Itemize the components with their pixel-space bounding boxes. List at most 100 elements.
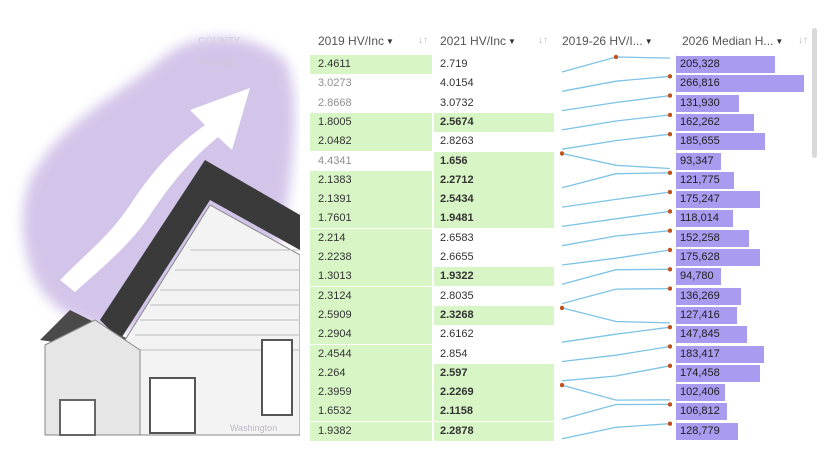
sparkline — [561, 365, 671, 382]
table-row[interactable]: 2.0482 2.8263 185,655 — [310, 132, 816, 152]
cell-median-2026: 131,930 — [676, 94, 806, 113]
median-bar — [676, 268, 721, 286]
table-row[interactable]: 2.5909 2.3268 127,416 — [310, 305, 816, 325]
table-row[interactable]: 1.7601 1.9481 118,014 — [310, 209, 816, 229]
cell-median-2026: 174,458 — [676, 364, 806, 383]
cell-median-2026: 128,779 — [676, 422, 806, 441]
median-value: 183,417 — [680, 347, 720, 360]
table-row[interactable]: 2.2904 2.6162 147,845 — [310, 325, 816, 345]
cell-hv2019: 1.8005 — [310, 112, 432, 132]
cell-hv2019: 2.3959 — [310, 383, 432, 403]
sparkline-max-dot — [560, 382, 565, 388]
sparkline — [561, 94, 671, 112]
header-trend[interactable]: 2019-26 HV/I... ▼ — [562, 34, 653, 48]
sparkline — [561, 307, 671, 324]
median-value: 266,816 — [680, 77, 720, 90]
cell-median-2026: 93,347 — [676, 152, 806, 171]
table-row[interactable]: 2.4611 2.719 205,328 — [310, 55, 816, 74]
table-row[interactable]: 1.9382 2.2878 128,779 — [310, 421, 816, 441]
sparkline — [561, 172, 671, 189]
table-row[interactable]: 1.6532 2.1158 106,812 — [310, 402, 816, 422]
median-value: 102,406 — [680, 386, 720, 399]
house-wall — [44, 204, 300, 436]
median-value: 106,812 — [680, 405, 720, 418]
table-row[interactable]: 1.3013 1.9322 94,780 — [310, 267, 816, 287]
table-row[interactable]: 1.8005 2.5674 162,262 — [310, 112, 816, 132]
cell-median-2026: 106,812 — [676, 402, 806, 421]
cell-median-2026: 136,269 — [676, 287, 806, 306]
median-value: 93,347 — [680, 154, 714, 167]
chevron-down-icon[interactable]: ▼ — [775, 37, 784, 46]
table-row[interactable]: 2.214 2.6583 152,258 — [310, 228, 816, 248]
cell-median-2026: 152,258 — [676, 229, 806, 248]
table-row[interactable]: 3.0273 4.0154 266,816 — [310, 74, 816, 93]
median-bar — [676, 306, 737, 324]
median-bar — [676, 94, 739, 112]
table-row[interactable]: 4.4341 1.656 93,347 — [310, 151, 816, 171]
chevron-down-icon[interactable]: ▼ — [386, 37, 394, 46]
cell-hv2019: 2.3124 — [310, 286, 432, 306]
sparkline — [561, 191, 671, 208]
cell-hv2021: 4.0154 — [440, 77, 474, 90]
cell-hv2021: 1.656 — [434, 151, 554, 171]
median-bar — [676, 422, 738, 440]
sort-icon[interactable]: ↓↑ — [538, 35, 548, 46]
vertical-scrollbar[interactable] — [812, 28, 817, 158]
cell-hv2019: 2.4611 — [310, 55, 432, 74]
sparkline — [561, 152, 671, 170]
cell-hv2019: 1.6532 — [310, 402, 432, 422]
sort-icon[interactable]: ↓↑ — [798, 35, 808, 46]
county-column-header[interactable]: COUNTY — [198, 36, 241, 47]
sparkline-max-dot — [667, 325, 672, 330]
cell-hv2019: 2.214 — [310, 228, 432, 248]
sparkline — [561, 345, 671, 363]
header-hv2019[interactable]: 2019 HV/Inc ▼ — [318, 34, 394, 48]
trend-sparklines — [560, 54, 672, 440]
median-value: 162,262 — [680, 115, 720, 128]
cell-hv2019: 2.5909 — [310, 305, 432, 325]
table-row[interactable]: 2.3124 2.8035 136,269 — [310, 286, 816, 306]
cell-median-2026: 147,845 — [676, 325, 806, 344]
median-value: 127,416 — [680, 308, 720, 321]
table-row[interactable]: 2.1391 2.5434 175,247 — [310, 190, 816, 210]
median-value: 118,014 — [680, 212, 719, 225]
table-row[interactable]: 2.3959 2.2269 102,406 — [310, 383, 816, 403]
sparkline-max-dot — [667, 74, 672, 79]
sparkline-max-dot — [667, 247, 672, 253]
cell-hv2021: 2.597 — [434, 363, 554, 383]
cell-hv2021: 2.719 — [440, 58, 468, 70]
median-value: 152,258 — [680, 231, 720, 244]
cell-hv2019: 2.264 — [310, 363, 432, 383]
cell-median-2026: 118,014 — [676, 209, 806, 228]
median-bar — [676, 152, 721, 170]
sparkline-max-dot — [560, 305, 565, 311]
county-value: Washington — [230, 423, 278, 433]
cell-hv2019: 2.1391 — [310, 190, 432, 210]
sparkline-max-dot — [667, 189, 672, 195]
cell-hv2021: 2.2269 — [434, 383, 554, 403]
sparkline-max-dot — [667, 363, 672, 368]
cell-hv2019: 1.9382 — [310, 421, 432, 441]
header-median-2026[interactable]: 2026 Median H... ▼ — [682, 34, 784, 48]
median-value: 94,780 — [680, 270, 714, 283]
chevron-down-icon[interactable]: ▼ — [644, 37, 653, 46]
chevron-down-icon[interactable]: ▼ — [508, 37, 516, 46]
table-row[interactable]: 2.264 2.597 174,458 — [310, 363, 816, 383]
header-hv2021[interactable]: 2021 HV/Inc ▼ — [440, 34, 516, 48]
median-value: 131,930 — [680, 96, 720, 109]
median-bar — [676, 133, 765, 151]
table-row[interactable]: 2.8668 3.0732 131,930 — [310, 94, 816, 113]
cell-hv2021: 2.2878 — [434, 421, 554, 441]
sparkline-max-dot — [667, 402, 672, 407]
table-row[interactable]: 2.1383 2.2712 121,775 — [310, 170, 816, 190]
sparkline-max-dot — [667, 344, 672, 349]
sparkline — [561, 230, 671, 247]
table-row[interactable]: 2.4544 2.854 183,417 — [310, 344, 816, 364]
median-value: 174,458 — [680, 366, 720, 379]
table-row[interactable]: 2.2238 2.6655 175,628 — [310, 248, 816, 267]
sparkline — [561, 114, 671, 131]
sparkline — [561, 326, 671, 343]
sort-icon[interactable]: ↓↑ — [418, 35, 428, 46]
median-value: 121,775 — [680, 173, 720, 186]
median-bar — [676, 191, 760, 209]
